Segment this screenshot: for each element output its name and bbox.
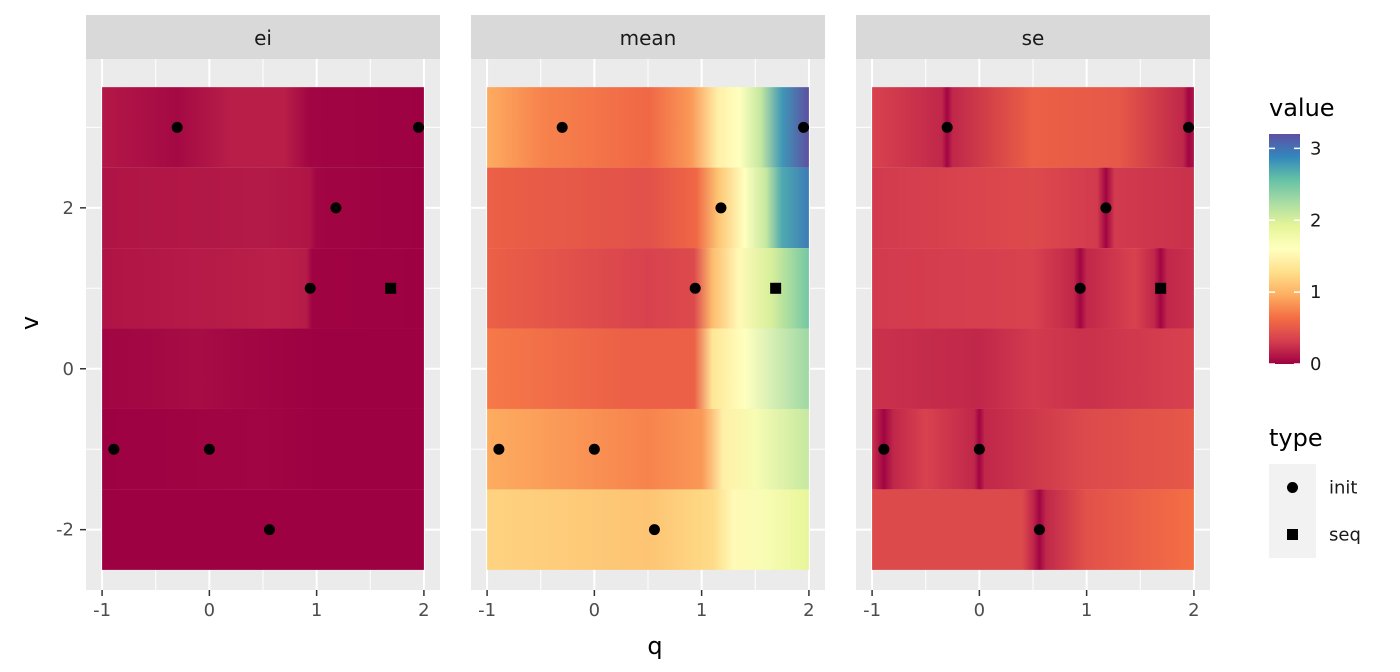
point-init bbox=[689, 282, 701, 294]
fill-colorbar: 0 1 2 3 bbox=[1269, 134, 1321, 375]
legends: value type 0 1 2 3 init seq bbox=[1269, 94, 1361, 558]
heat-row-v-1 bbox=[487, 408, 809, 490]
point-init bbox=[1183, 121, 1195, 133]
points bbox=[108, 121, 425, 536]
shape-legend: init seq bbox=[1269, 464, 1361, 558]
heatmap-tiles bbox=[102, 87, 424, 570]
colorbar-tick-label: 3 bbox=[1310, 138, 1321, 159]
heatmap-tiles bbox=[872, 87, 1194, 570]
point-init bbox=[941, 121, 953, 133]
facet-panel-se: se bbox=[856, 15, 1210, 611]
heat-row-v-1 bbox=[102, 408, 424, 490]
point-init bbox=[108, 443, 120, 455]
y-tick-label: 2 bbox=[63, 198, 74, 219]
heat-row-v3 bbox=[102, 87, 424, 168]
y-tick-label: 0 bbox=[63, 359, 74, 380]
x-tick-label: 2 bbox=[1188, 600, 1199, 621]
point-init bbox=[203, 443, 215, 455]
axes: q v -1 0 1 2 -1 0 1 2 -1 0 1 2 -2 0 2 bbox=[16, 198, 1200, 660]
point-init bbox=[1033, 524, 1045, 536]
point-init bbox=[493, 443, 505, 455]
heat-row-v0 bbox=[487, 328, 809, 409]
heat-row-v-2 bbox=[487, 489, 809, 570]
x-axis-ticks: -1 0 1 2 bbox=[93, 590, 430, 621]
colorbar-tick-label: 1 bbox=[1310, 282, 1321, 303]
point-init bbox=[304, 282, 316, 294]
x-tick-label: 2 bbox=[803, 600, 814, 621]
x-axis-ticks: -1 0 1 2 bbox=[863, 590, 1200, 621]
facet-strip-label: ei bbox=[254, 26, 272, 50]
heat-row-v-1 bbox=[872, 408, 1194, 490]
x-tick-label: 0 bbox=[204, 600, 215, 621]
point-seq bbox=[385, 282, 397, 294]
facet-strip-label: se bbox=[1022, 26, 1045, 50]
heat-row-v1 bbox=[872, 248, 1194, 329]
heat-row-v2 bbox=[872, 167, 1194, 249]
fill-legend-title: value bbox=[1269, 94, 1335, 122]
heat-row-v3 bbox=[872, 87, 1194, 168]
facet-panel-ei: ei bbox=[86, 15, 440, 611]
x-tick-label: -1 bbox=[93, 600, 111, 621]
point-init bbox=[973, 443, 985, 455]
facet-panels: ei mean se bbox=[86, 15, 1210, 611]
heat-row-v1 bbox=[102, 248, 424, 329]
x-tick-label: 2 bbox=[418, 600, 429, 621]
y-axis-title: v bbox=[16, 316, 44, 330]
legend-label-seq: seq bbox=[1329, 525, 1361, 546]
point-init bbox=[263, 524, 275, 536]
facet-strip bbox=[471, 15, 825, 59]
point-init bbox=[556, 121, 568, 133]
legend-key-square bbox=[1287, 529, 1298, 540]
heat-row-v2 bbox=[487, 167, 809, 249]
point-init bbox=[798, 121, 810, 133]
point-init bbox=[715, 202, 727, 214]
heat-row-v0 bbox=[102, 328, 424, 409]
x-tick-label: 0 bbox=[974, 600, 985, 621]
point-seq bbox=[1155, 282, 1167, 294]
colorbar-tick-label: 2 bbox=[1310, 210, 1321, 231]
facet-strip bbox=[86, 15, 440, 59]
heat-row-v-2 bbox=[102, 489, 424, 570]
points bbox=[493, 121, 810, 536]
legend-key-circle bbox=[1287, 482, 1298, 493]
heatmap-tiles bbox=[487, 87, 809, 570]
point-init bbox=[330, 202, 342, 214]
point-init bbox=[1074, 282, 1086, 294]
facet-panel-mean: mean bbox=[471, 15, 825, 611]
y-tick-label: -2 bbox=[56, 520, 74, 541]
x-tick-label: -1 bbox=[863, 600, 881, 621]
point-init bbox=[1100, 202, 1112, 214]
x-tick-label: 1 bbox=[696, 600, 707, 621]
point-init bbox=[413, 121, 425, 133]
legend-label-init: init bbox=[1329, 478, 1357, 499]
x-axis-ticks: -1 0 1 2 bbox=[478, 590, 815, 621]
y-axis-ticks: -2 0 2 bbox=[56, 198, 86, 541]
colorbar-tick-label: 0 bbox=[1310, 354, 1321, 375]
point-init bbox=[648, 524, 660, 536]
point-init bbox=[878, 443, 890, 455]
colorbar-gradient bbox=[1269, 134, 1300, 364]
shape-legend-title: type bbox=[1269, 424, 1323, 452]
heat-row-v-2 bbox=[872, 489, 1194, 570]
point-init bbox=[588, 443, 600, 455]
facet-strip bbox=[856, 15, 1210, 59]
heat-row-v1 bbox=[487, 248, 809, 329]
x-tick-label: -1 bbox=[478, 600, 496, 621]
heat-row-v3 bbox=[487, 87, 809, 168]
x-tick-label: 1 bbox=[1081, 600, 1092, 621]
facet-strip-label: mean bbox=[620, 26, 677, 50]
x-tick-label: 0 bbox=[589, 600, 600, 621]
x-axis-title: q bbox=[647, 632, 662, 660]
heat-row-v2 bbox=[102, 167, 424, 249]
x-tick-label: 1 bbox=[311, 600, 322, 621]
point-init bbox=[171, 121, 183, 133]
point-seq bbox=[770, 282, 782, 294]
points bbox=[878, 121, 1195, 536]
heat-row-v0 bbox=[872, 328, 1194, 409]
